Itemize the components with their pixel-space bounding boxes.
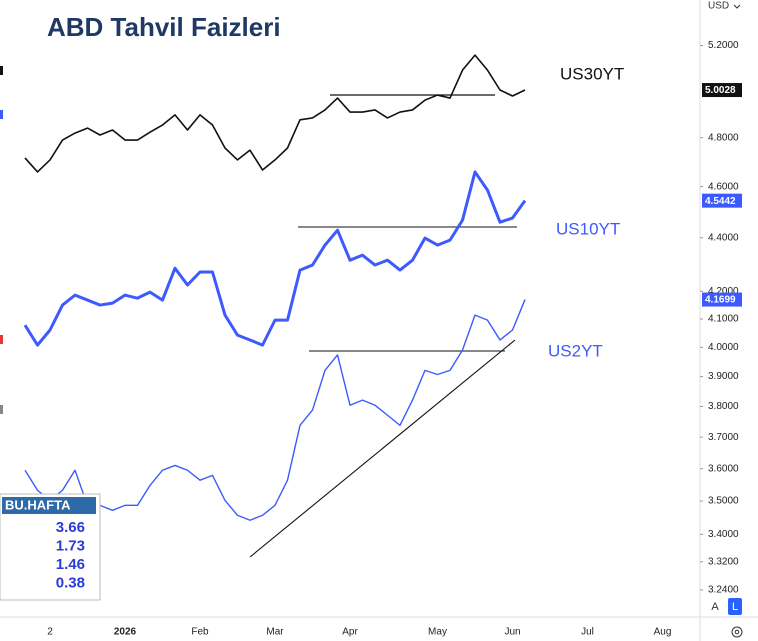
button-l[interactable]: L <box>732 601 738 613</box>
x-tick-label: Jun <box>504 627 520 638</box>
marker <box>0 335 3 344</box>
marker <box>0 405 3 414</box>
y-tick-label: 3.7000 <box>708 432 739 443</box>
y-tick-label: 4.6000 <box>708 181 739 192</box>
x-tick-label: Mar <box>266 627 284 638</box>
series-line <box>23 170 527 347</box>
x-tick-label: Feb <box>191 627 209 638</box>
series-label: US2YT <box>548 341 603 360</box>
button-a[interactable]: A <box>711 601 719 613</box>
table-header: BU.HAFTA <box>5 497 71 512</box>
table-header-bg <box>2 497 96 514</box>
y-tick-label: 4.4000 <box>708 232 739 243</box>
y-tick-label: 4.1000 <box>708 314 739 325</box>
price-label: 5.0028 <box>705 85 736 96</box>
price-label: 4.5442 <box>705 196 736 207</box>
y-tick-label: 3.5000 <box>708 496 739 507</box>
y-tick-label: 3.6000 <box>708 463 739 474</box>
settings-icon[interactable] <box>734 629 740 635</box>
chart-title: ABD Tahvil Faizleri <box>47 12 281 42</box>
price-badge <box>702 292 742 307</box>
dropdown-icon[interactable] <box>733 4 741 9</box>
table-value: 0.38 <box>56 574 85 591</box>
x-tick-label: May <box>428 627 447 638</box>
title-bg <box>40 6 405 46</box>
x-tick-label: Aug <box>654 627 672 638</box>
table-value: 3.66 <box>56 519 85 536</box>
y-tick-label: 4.8000 <box>708 132 739 143</box>
button-l-bg[interactable] <box>728 598 742 615</box>
marker <box>0 66 3 75</box>
price-label: 4.1699 <box>705 295 736 306</box>
series-label: US10YT <box>556 219 620 238</box>
table-value: 1.46 <box>56 556 85 573</box>
y-tick-label: 3.4000 <box>708 529 739 540</box>
currency[interactable]: USD <box>708 1 729 12</box>
price-badge <box>702 193 742 208</box>
settings-icon[interactable] <box>731 626 743 638</box>
series-line <box>24 54 526 173</box>
y-tick-label: 3.8000 <box>708 401 739 412</box>
y-tick-label: 5.2000 <box>708 40 739 51</box>
y-tick-label: 4.2000 <box>708 286 739 297</box>
series-label: US30YT <box>560 64 624 83</box>
table-value: 1.73 <box>56 537 85 554</box>
x-tick-label: 2 <box>47 627 53 638</box>
x-tick-label: Apr <box>342 627 358 638</box>
y-tick-label: 3.9000 <box>708 371 739 382</box>
x-tick-label: 2026 <box>114 627 137 638</box>
trend-line <box>249 339 516 558</box>
marker <box>0 110 3 119</box>
price-badge <box>702 83 742 98</box>
y-tick-label: 3.3200 <box>708 556 739 567</box>
x-tick-label: Jul <box>581 627 594 638</box>
y-tick-label: 3.2400 <box>708 585 739 596</box>
y-tick-label: 4.0000 <box>708 342 739 353</box>
series-line <box>24 299 526 521</box>
